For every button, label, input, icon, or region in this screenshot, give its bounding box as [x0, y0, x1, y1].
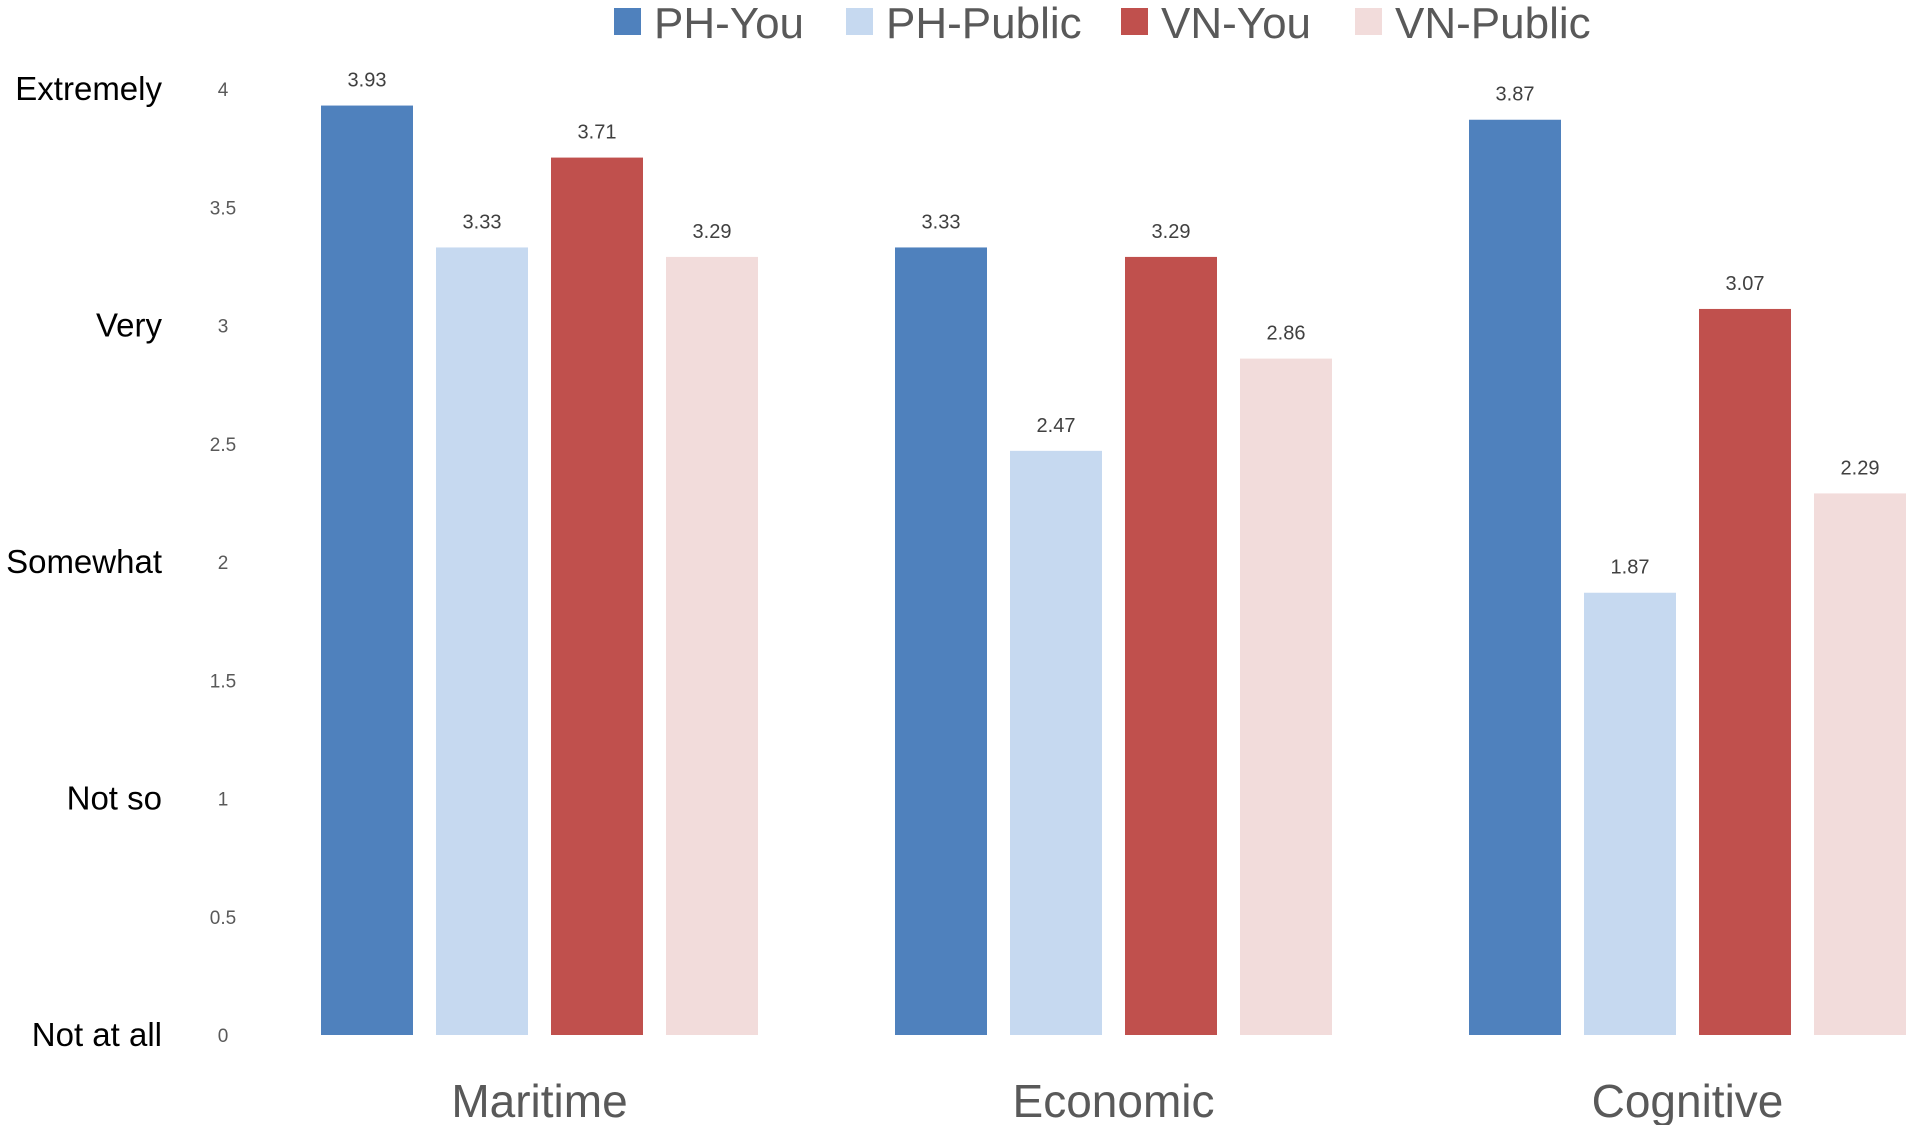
legend-swatch — [1121, 8, 1148, 35]
legend-swatch — [614, 8, 641, 35]
bar — [1240, 358, 1332, 1035]
bar — [551, 157, 643, 1035]
y-tick-label: 3.5 — [210, 198, 236, 219]
bars — [321, 105, 1906, 1036]
bar — [1699, 308, 1791, 1035]
y-tick-label: 2.5 — [210, 435, 236, 456]
bar — [321, 105, 413, 1036]
data-label: 3.29 — [693, 221, 732, 243]
bar — [1125, 256, 1217, 1035]
y-tick-label: 2 — [218, 553, 229, 574]
legend-label: PH-You — [654, 0, 804, 48]
data-label: 1.87 — [1611, 557, 1650, 579]
legend-label: VN-You — [1161, 0, 1311, 48]
y-tick-label: 1.5 — [210, 671, 236, 692]
data-label: 3.33 — [922, 211, 961, 233]
legend-label: PH-Public — [886, 0, 1082, 48]
data-label: 3.29 — [1152, 221, 1191, 243]
bar — [895, 247, 987, 1035]
category-label: Economic — [1013, 1075, 1215, 1125]
scale-label: Extremely — [15, 70, 162, 107]
data-label: 2.86 — [1267, 323, 1306, 345]
data-label: 3.87 — [1496, 84, 1535, 106]
bar — [666, 256, 758, 1035]
scale-label: Not at all — [32, 1016, 162, 1053]
data-label: 3.93 — [348, 70, 387, 92]
scale-label: Somewhat — [6, 543, 162, 580]
y-axis-ticks: 0 0.5 1 1.5 2 2.5 3 3.5 4 — [210, 80, 236, 1047]
y-tick-label: 3 — [218, 317, 229, 338]
bar — [436, 247, 528, 1035]
bar — [1469, 119, 1561, 1036]
data-label: 2.47 — [1037, 415, 1076, 437]
scale-labels: Not at all Not so Somewhat Very Extremely — [6, 70, 162, 1053]
y-tick-label: 0.5 — [210, 908, 236, 929]
data-labels: 3.93 3.33 3.71 3.29 3.33 2.47 3.29 2.86 3.87 1.87… — [348, 70, 1880, 579]
data-label: 2.29 — [1841, 457, 1880, 479]
scale-label: Very — [96, 307, 163, 344]
bar — [1814, 493, 1906, 1035]
bar — [1584, 592, 1676, 1035]
category-labels: Maritime Economic Cognitive — [451, 1075, 1783, 1125]
data-label: 3.33 — [463, 211, 502, 233]
category-label: Cognitive — [1592, 1075, 1784, 1125]
y-tick-label: 1 — [218, 790, 229, 811]
legend-swatch — [846, 8, 873, 35]
data-label: 3.71 — [578, 122, 617, 144]
legend-label: VN-Public — [1395, 0, 1591, 48]
scale-label: Not so — [67, 780, 162, 817]
y-tick-label: 0 — [218, 1026, 229, 1047]
data-label: 3.07 — [1726, 273, 1765, 295]
category-label: Maritime — [451, 1075, 627, 1125]
legend: PH-You PH-Public VN-You VN-Public — [614, 0, 1591, 48]
bar — [1010, 450, 1102, 1036]
y-tick-label: 4 — [218, 80, 229, 101]
legend-swatch — [1355, 8, 1382, 35]
